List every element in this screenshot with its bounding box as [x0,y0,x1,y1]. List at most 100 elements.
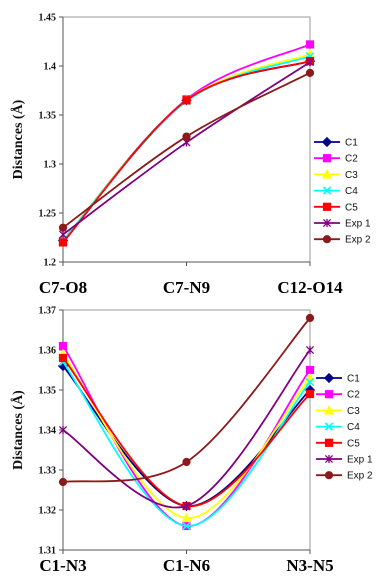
legend-label: Exp 1 [347,455,373,466]
data-point [305,365,315,375]
data-point [58,425,68,435]
y-tick-label: 1.34 [39,426,57,437]
y-axis-label: Distances (Å) [10,99,26,179]
legend-item: Exp 2 [316,471,373,482]
x-tick-label: C12-O14 [277,278,343,297]
x-tick-label: C7-O8 [39,278,87,297]
legend-label: C5 [347,438,360,449]
legend-item: C4 [316,422,360,433]
legend-item: C5 [314,202,358,213]
series-exp-2 [58,313,315,487]
series-line [62,61,311,236]
series-c1 [57,55,316,246]
legend-label: C4 [347,422,360,433]
data-point [58,341,68,351]
data-point [305,40,315,49]
data-point [305,68,315,77]
y-tick-label: 1.32 [39,506,57,517]
chart-2: 1.31 1.32 1.33 1.34 1.35 1.36 1.37 C1-N3 C1-N6 N3… [10,306,373,576]
legend: C1 C2 C3 C4 C5 Exp 1 Exp 2 [316,372,373,482]
legend-item: C1 [316,372,360,385]
y-tick-label: 1.4 [44,62,57,73]
y-tick-label: 1.45 [39,13,57,24]
legend-label: Exp 2 [347,471,373,482]
y-axis-label: Distances (Å) [10,390,26,470]
legend-marker [322,154,332,163]
series-line [62,60,311,242]
legend-item: C3 [316,405,360,417]
x-tick-label: C1-N6 [163,556,210,575]
legend-marker [324,422,334,431]
data-point [305,377,315,387]
y-tick-label: 1.35 [39,111,57,122]
series-exp-1 [58,345,315,511]
data-point [182,521,191,531]
legend-item: C1 [314,136,358,149]
legend-marker [321,136,333,148]
data-point [305,57,315,67]
legend-marker [322,186,332,195]
legend-marker [321,169,333,179]
series-exp-2 [58,68,315,232]
legend-item: Exp 1 [316,455,373,466]
data-point [182,457,191,467]
data-point [58,230,68,239]
y-tick-label: 1.2 [44,258,57,269]
legend-item: C4 [314,186,358,197]
chart-1: 1.2 1.25 1.3 1.35 1.4 1.45 C7-O8 C7-N9 C12-O14 Di… [10,13,371,298]
legend-item: C5 [316,438,360,449]
series-c5 [58,57,315,247]
data-point [58,238,68,247]
y-tick-label: 1.33 [39,466,57,477]
y-tick-label: 1.37 [39,306,57,317]
legend: C1 C2 C3 C4 C5 Exp 1 Exp 2 [314,136,371,246]
legend-marker [324,390,334,399]
legend-label: C3 [345,170,358,181]
y-tick-label: 1.35 [39,386,57,397]
data-point [58,223,68,232]
legend-marker [324,454,334,464]
series-c4 [58,52,315,245]
series-line [62,60,311,243]
legend-item: Exp 2 [314,235,371,246]
y-tick-label: 1.36 [39,346,57,357]
series-line [62,349,311,509]
legend-label: C1 [347,374,360,385]
legend-item: C2 [316,390,360,401]
legend-label: C5 [345,202,358,213]
data-point [182,96,191,105]
legend-label: C2 [345,154,358,165]
data-point [305,345,315,355]
series-line [62,55,311,242]
legend-label: C4 [345,186,358,197]
data-point [58,477,68,487]
legend-label: C2 [347,390,360,401]
x-tick-label: C1-N3 [39,556,86,575]
legend-marker [323,405,335,415]
legend-marker [323,372,335,384]
data-point [58,353,68,363]
legend-marker [322,218,332,228]
series-line [62,53,311,242]
legend-marker [324,438,334,447]
legend-label: C1 [345,138,358,149]
series-line [62,317,311,483]
series-exp-1 [58,57,315,239]
y-tick-label: 1.3 [44,160,57,171]
data-point [305,313,315,323]
data-point [182,501,191,511]
legend-label: Exp 2 [345,235,371,246]
x-tick-label: C7-N9 [163,278,210,297]
x-tick-label: N3-N5 [286,556,333,575]
legend-item: C2 [314,154,358,165]
legend-marker [324,471,334,480]
legend-label: C3 [347,406,360,417]
legend-marker [322,235,332,244]
data-point [305,389,315,399]
legend-item: C3 [314,169,358,181]
y-tick-label: 1.31 [39,546,57,557]
legend-item: Exp 1 [314,219,371,230]
series-c3 [57,48,316,245]
